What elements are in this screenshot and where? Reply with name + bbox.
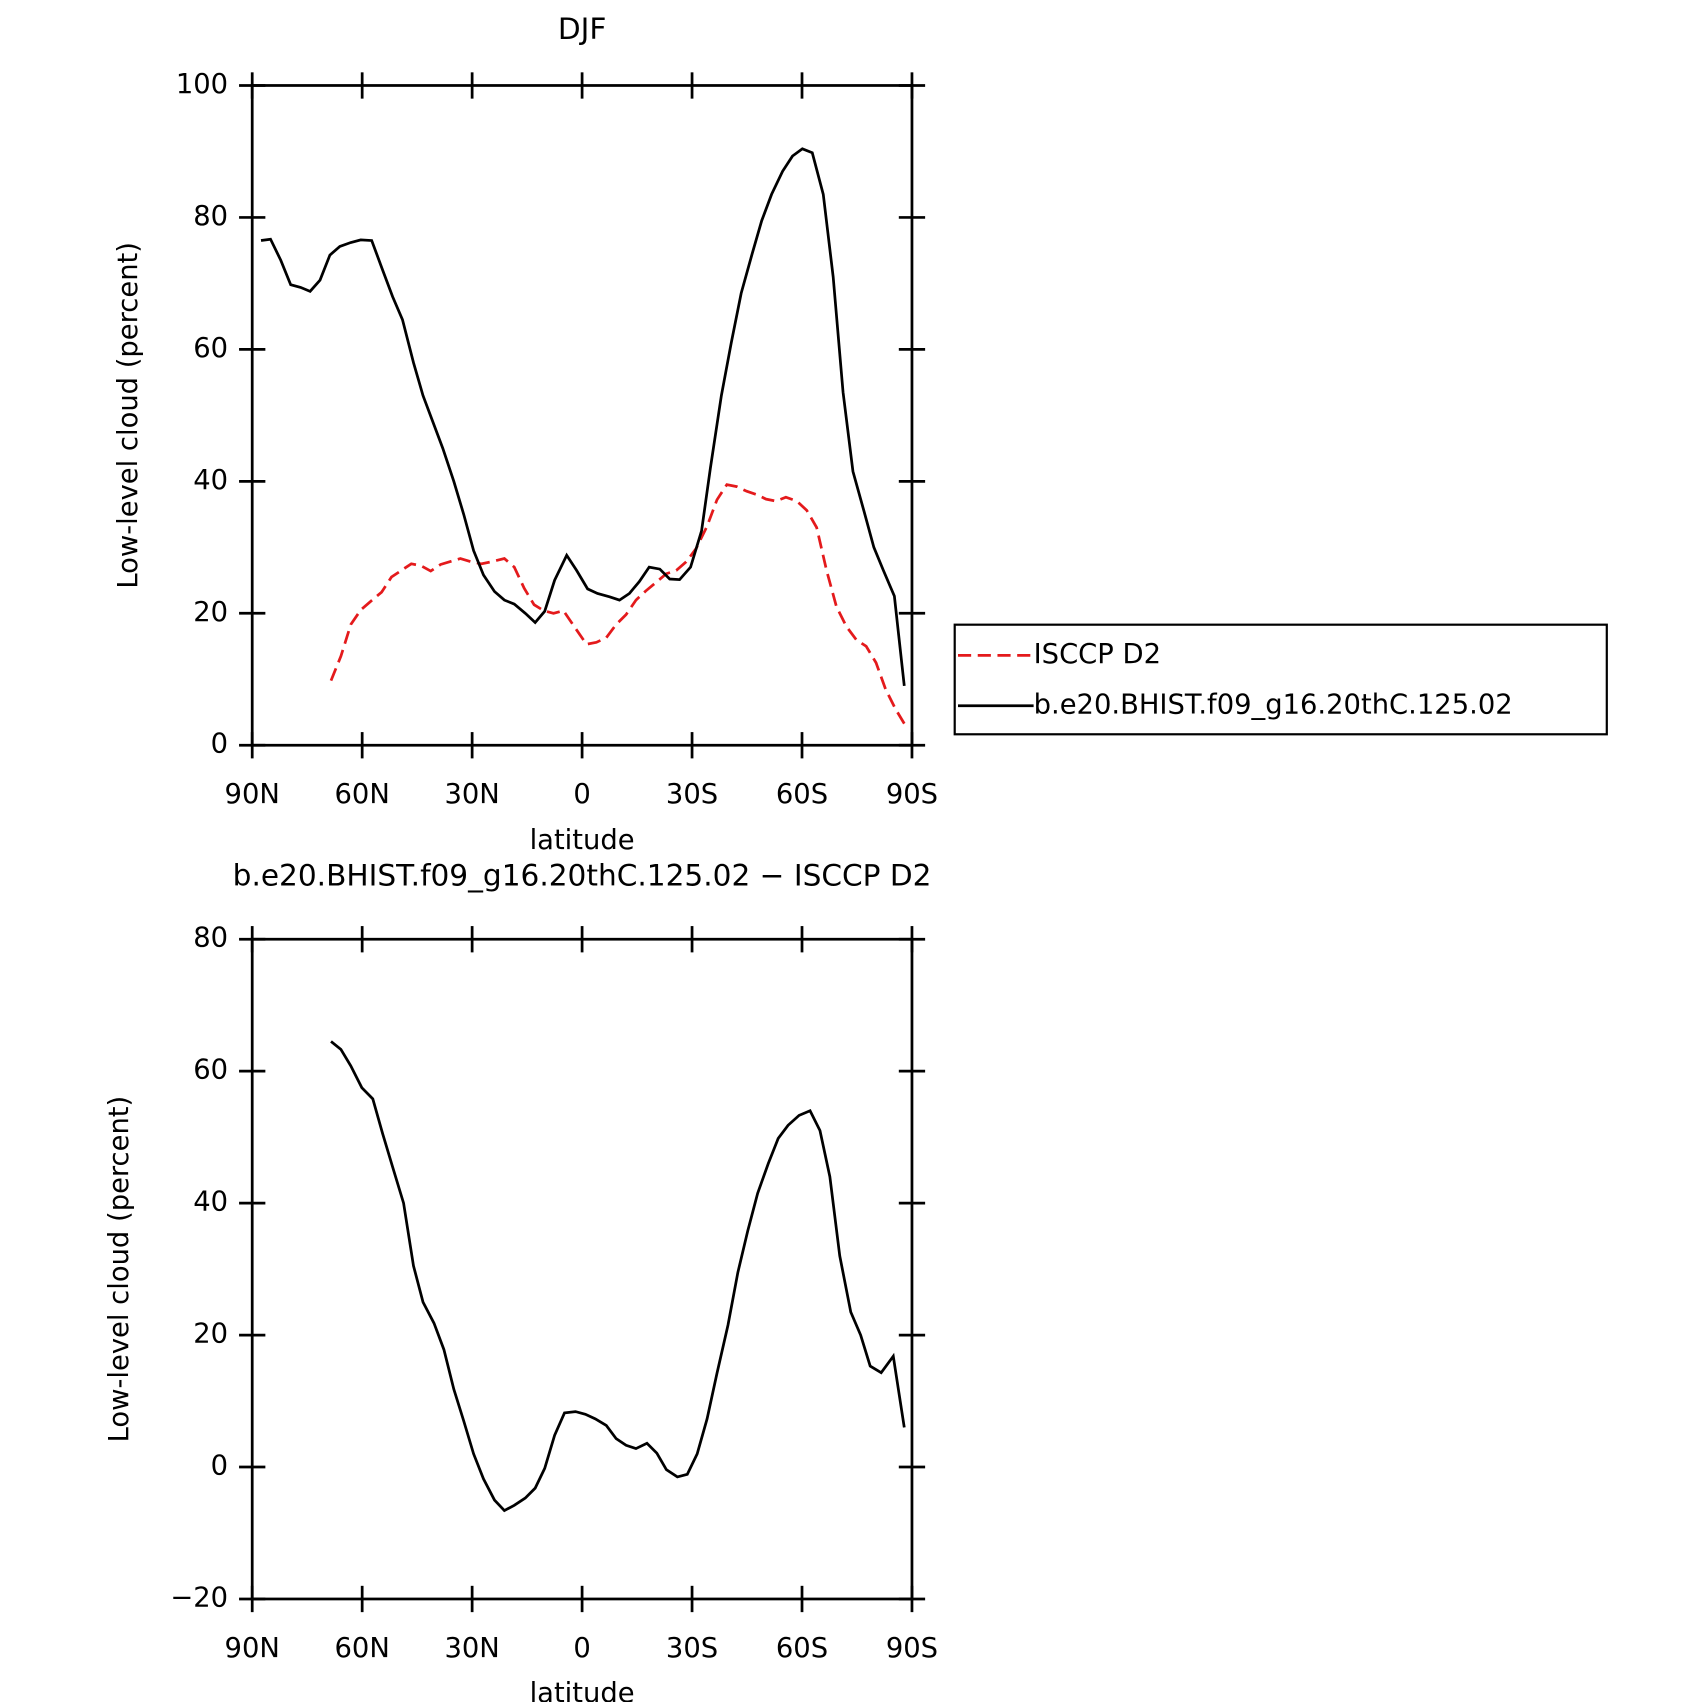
data-line	[329, 483, 907, 727]
x-tick-label: 60N	[335, 779, 390, 810]
y-tick-label: 100	[176, 69, 228, 100]
x-tick-label: 30N	[444, 779, 499, 810]
y-tick-label: 0	[211, 1451, 228, 1482]
chart-title: DJF	[558, 12, 607, 46]
y-tick-label: 80	[193, 201, 228, 232]
x-tick-label: 0	[573, 1633, 590, 1664]
data-line	[260, 147, 906, 687]
x-tick-label: 60S	[776, 1633, 828, 1664]
x-tick-label: 90N	[225, 779, 280, 810]
x-tick-label: 90S	[886, 1633, 938, 1664]
x-tick-label: 30S	[666, 779, 718, 810]
plot: b.e20.BHIST.f09_g16.20thC.125.02 − ISCCP…	[104, 858, 938, 1702]
y-tick-label: 20	[193, 597, 228, 628]
x-axis-label: latitude	[530, 1678, 635, 1702]
plot: DJF latitude Low-level cloud (percent) 0 20 4…	[113, 12, 938, 856]
y-tick-label: 40	[193, 1187, 228, 1218]
x-tick-label: 30S	[666, 1633, 718, 1664]
legend: ISCCP D2 b.e20.BHIST.f09_g16.20thC.125.02	[953, 623, 1608, 736]
y-tick-label: 0	[211, 729, 228, 760]
x-tick-label: 90N	[225, 1633, 280, 1664]
x-tick-label: 60S	[776, 779, 828, 810]
legend-box	[953, 623, 1608, 736]
chart-title: b.e20.BHIST.f09_g16.20thC.125.02 − ISCCP…	[233, 858, 932, 892]
data-line	[330, 1040, 906, 1513]
x-tick-label: 90S	[886, 779, 938, 810]
y-tick-label: 60	[193, 333, 228, 364]
x-tick-label: 0	[573, 779, 590, 810]
x-axis-label: latitude	[530, 825, 635, 856]
y-tick-label: 60	[193, 1055, 228, 1086]
plot-frame	[250, 84, 914, 747]
plot-frame	[250, 937, 914, 1601]
y-tick-label: 80	[193, 923, 228, 954]
x-tick-label: 60N	[335, 1633, 390, 1664]
y-tick-label: 20	[193, 1319, 228, 1350]
y-tick-label: 40	[193, 465, 228, 496]
legend-label: ISCCP D2	[1034, 639, 1161, 670]
x-tick-label: 30N	[444, 1633, 499, 1664]
y-tick-label: −20	[170, 1582, 228, 1613]
y-axis-label: Low-level cloud (percent)	[113, 242, 144, 589]
legend-label: b.e20.BHIST.f09_g16.20thC.125.02	[1034, 689, 1513, 720]
y-axis-label: Low-level cloud (percent)	[104, 1096, 135, 1443]
